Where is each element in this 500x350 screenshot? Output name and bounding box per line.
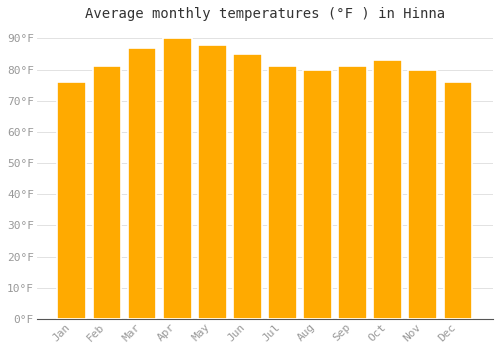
Bar: [92, 66, 122, 319]
Bar: [303, 70, 332, 319]
Bar: [128, 48, 156, 319]
Bar: [338, 66, 367, 319]
Title: Average monthly temperatures (°F ) in Hinna: Average monthly temperatures (°F ) in Hi…: [85, 7, 445, 21]
Bar: [444, 82, 472, 319]
Bar: [198, 45, 226, 319]
Bar: [233, 54, 262, 319]
Bar: [374, 60, 402, 319]
Bar: [163, 38, 192, 319]
Bar: [268, 66, 297, 319]
Bar: [58, 82, 86, 319]
Bar: [408, 70, 437, 319]
